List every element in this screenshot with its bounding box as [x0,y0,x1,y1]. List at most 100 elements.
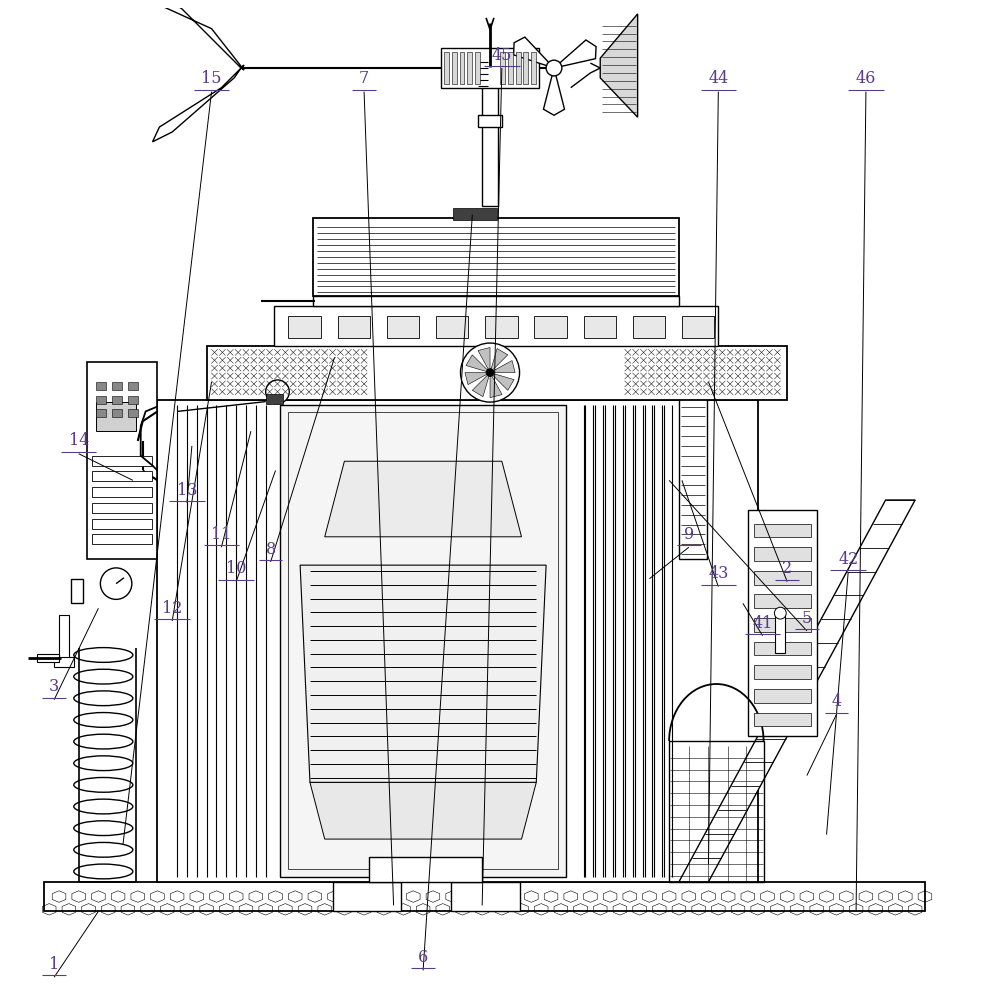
Text: 10: 10 [226,560,246,577]
Text: 14: 14 [69,432,89,449]
Bar [534,316,567,338]
Bar [92,534,152,544]
Bar [754,665,811,679]
Bar [369,857,482,882]
Bar [96,409,106,417]
Bar [59,615,69,659]
Bar [485,316,518,338]
Bar [128,409,138,417]
Bar [467,52,472,84]
Bar [71,579,83,603]
Bar [754,642,811,655]
Bar [453,208,497,220]
Bar [92,456,152,466]
Bar [44,882,925,911]
Polygon shape [514,37,554,68]
Bar [754,571,811,585]
Bar [288,316,321,338]
Bar [500,52,505,84]
Polygon shape [478,347,490,373]
Bar [775,615,785,653]
Bar [313,296,679,306]
Bar [754,524,811,537]
Text: 43: 43 [708,565,728,582]
Text: 7: 7 [359,70,369,87]
Bar [54,657,74,667]
Polygon shape [679,500,915,882]
Polygon shape [325,461,522,537]
Bar [96,402,136,431]
Text: 4: 4 [831,693,841,710]
Bar [451,882,520,911]
Bar [584,316,616,338]
Text: 5: 5 [802,610,812,627]
Bar [207,346,787,400]
Text: 1: 1 [49,956,59,973]
Bar [128,396,138,404]
Bar [112,396,122,404]
Bar [478,115,502,127]
Bar [112,409,122,417]
Bar [266,394,283,404]
Bar [754,618,811,632]
Bar [669,741,764,882]
Bar [516,52,521,84]
Bar [128,382,138,390]
Polygon shape [490,348,508,373]
Polygon shape [490,373,502,398]
Polygon shape [466,355,490,373]
Circle shape [486,369,494,377]
Bar [92,519,152,529]
Bar [508,52,513,84]
Text: 13: 13 [177,482,197,499]
Text: 11: 11 [212,526,231,543]
Polygon shape [153,65,244,142]
Polygon shape [543,68,565,115]
Bar [441,48,539,88]
Text: 15: 15 [202,70,221,87]
Text: 12: 12 [162,600,182,617]
Bar [288,412,558,869]
Bar [482,67,498,206]
Polygon shape [300,565,546,782]
Text: 45: 45 [492,47,512,64]
Bar [754,689,811,703]
Bar [754,713,811,726]
Bar [112,382,122,390]
Bar [531,52,536,84]
Circle shape [266,380,289,404]
Polygon shape [153,0,244,70]
Polygon shape [472,373,490,397]
Text: 2: 2 [782,560,792,577]
Polygon shape [490,373,514,390]
Bar [460,52,464,84]
Bar [338,316,370,338]
Circle shape [546,60,562,76]
Bar [452,52,457,84]
Bar [96,382,106,390]
Text: 6: 6 [418,949,428,966]
Circle shape [461,343,520,402]
Bar [96,396,106,404]
Text: 42: 42 [838,551,858,568]
Bar [523,52,528,84]
Bar [157,400,758,882]
Bar [333,882,401,911]
Text: 46: 46 [856,70,876,87]
Bar [444,52,449,84]
Bar [682,316,714,338]
Polygon shape [554,40,596,68]
Bar [274,306,718,346]
Text: 3: 3 [49,678,59,695]
Bar [92,487,152,497]
Circle shape [774,607,786,619]
Polygon shape [490,361,516,373]
Bar [280,405,566,877]
Bar [679,397,707,559]
Bar [313,218,679,296]
Bar [92,471,152,481]
Text: 8: 8 [266,541,276,558]
Bar [754,547,811,561]
Text: 41: 41 [753,614,772,632]
Bar [475,52,480,84]
